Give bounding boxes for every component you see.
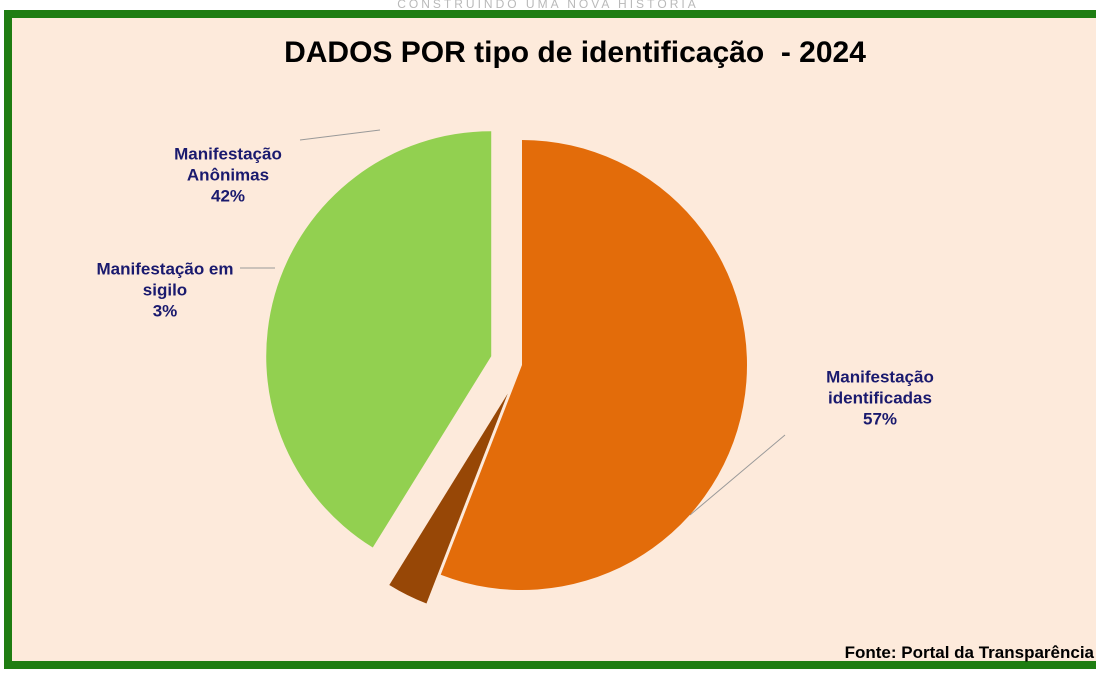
leader-line <box>689 434 786 516</box>
value-label: 3% <box>152 301 178 321</box>
data-label: Manifestação Anônimas 42% <box>153 144 303 207</box>
leader-line <box>299 129 381 141</box>
value-label: 42% <box>210 186 246 206</box>
header: CONSTRUINDO UMA NOVA HISTÓRIA <box>397 0 699 11</box>
value-label: 57% <box>862 409 898 429</box>
category-label: Manifestação Anônimas <box>174 144 282 185</box>
source: Fonte: Portal da Transparência <box>844 643 1094 662</box>
category-label: Manifestação em sigilo <box>96 259 234 300</box>
data-label: Manifestação em sigilo 3% <box>75 259 255 322</box>
pie-slice <box>389 393 508 604</box>
category-label: Manifestação identificadas <box>826 367 934 408</box>
pie-slice <box>266 131 492 548</box>
pie-slice <box>440 140 747 590</box>
chart-title: DADOS POR tipo de identificação - 2024 <box>284 36 866 69</box>
data-label: Manifestação identificadas 57% <box>780 367 980 430</box>
